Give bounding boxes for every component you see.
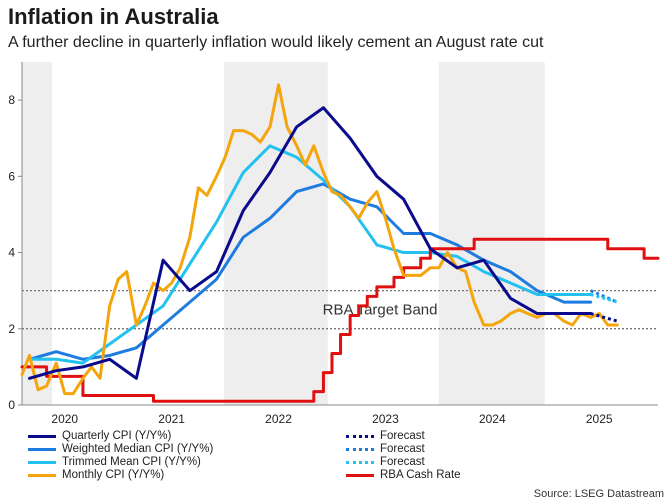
legend-item: Trimmed Mean CPI (Y/Y%) — [28, 456, 201, 468]
legend-label: Quarterly CPI (Y/Y%) — [62, 430, 172, 442]
series-cash-line — [20, 237, 660, 403]
legend-item: Quarterly CPI (Y/Y%) — [28, 430, 171, 442]
legend-label: Forecast — [380, 456, 425, 468]
legend-item: Forecast — [346, 443, 425, 455]
series-weighted-line — [27, 182, 593, 361]
legend-item: Forecast — [346, 456, 425, 468]
shaded-period-1 — [224, 62, 328, 405]
series-lines — [20, 83, 660, 403]
series-monthly-line — [20, 83, 619, 396]
target-band: RBA Target Band — [22, 290, 658, 330]
y-tick-label: 4 — [8, 246, 15, 260]
legend-label: Trimmed Mean CPI (Y/Y%) — [62, 456, 201, 468]
legend-swatch — [346, 447, 374, 451]
x-tick-label: 2022 — [265, 412, 292, 426]
y-tick-label: 8 — [8, 93, 15, 107]
x-tick-label: 2020 — [51, 412, 78, 426]
y-tick-label: 0 — [8, 398, 15, 412]
legend-swatch — [28, 460, 56, 464]
legend-swatch — [346, 473, 374, 477]
shaded-periods — [22, 62, 545, 405]
shaded-period-2 — [438, 62, 545, 405]
legend-label: RBA Cash Rate — [380, 469, 461, 481]
legend-item: Weighted Median CPI (Y/Y%) — [28, 443, 213, 455]
x-tick-label: 2021 — [158, 412, 185, 426]
shaded-period-0 — [22, 62, 52, 405]
series-quarterly-line — [27, 106, 593, 380]
legend-label: Forecast — [380, 443, 425, 455]
inflation-chart: RBA Target Band 0 2 4 6 8 2020 2021 2022 2023 202… — [8, 62, 660, 426]
y-tick-label: 6 — [8, 169, 15, 183]
axes: 0 2 4 6 8 2020 2021 2022 2023 2024 2025 — [8, 62, 658, 426]
legend-swatch — [28, 473, 56, 477]
legend-item: RBA Cash Rate — [346, 469, 461, 481]
x-tick-label: 2023 — [372, 412, 399, 426]
x-tick-label: 2024 — [479, 412, 506, 426]
legend-swatch — [28, 434, 56, 438]
target-band-label: RBA Target Band — [323, 302, 438, 319]
legend-swatch — [346, 434, 374, 438]
series-quarterly-forecast-line — [590, 312, 618, 323]
legend: Quarterly CPI (Y/Y%) Weighted Median CPI … — [28, 430, 668, 482]
chart-subtitle: A further decline in quarterly inflation… — [8, 34, 544, 51]
legend-swatch — [28, 447, 56, 451]
y-tick-label: 2 — [8, 322, 15, 336]
source-note: Source: LSEG Datastream — [533, 488, 664, 500]
legend-item: Monthly CPI (Y/Y%) — [28, 469, 164, 481]
series-trimmed-forecast-line — [590, 293, 618, 304]
legend-swatch — [346, 460, 374, 464]
series-weighted-forecast-line — [590, 289, 618, 304]
chart-title: Inflation in Australia — [8, 4, 219, 29]
legend-label: Monthly CPI (Y/Y%) — [62, 469, 165, 481]
legend-label: Weighted Median CPI (Y/Y%) — [62, 443, 214, 455]
legend-item: Forecast — [346, 430, 425, 442]
x-tick-label: 2025 — [586, 412, 613, 426]
legend-label: Forecast — [380, 430, 425, 442]
